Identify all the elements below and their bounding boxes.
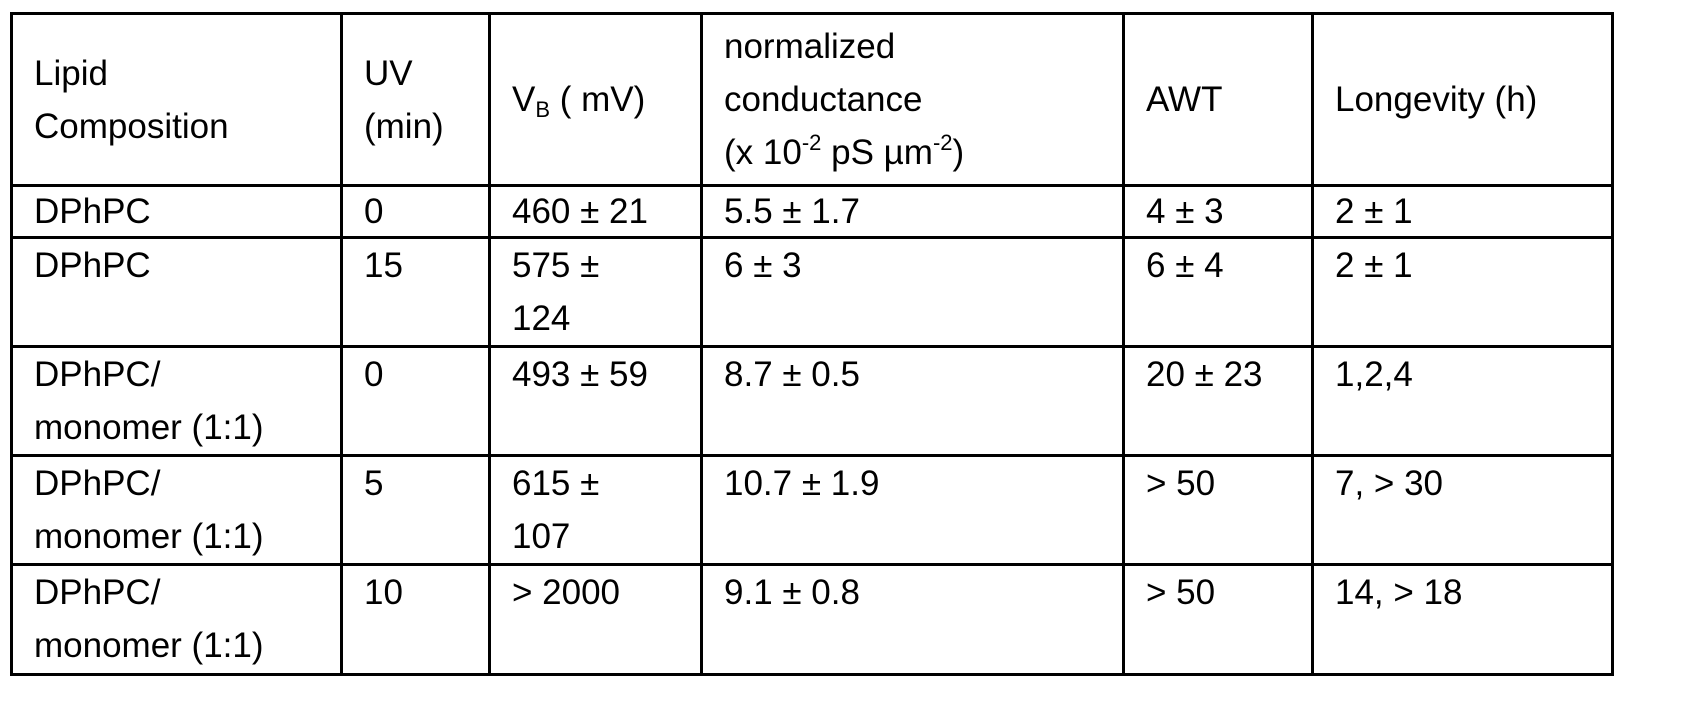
cell-text: 493 ± 59	[512, 348, 700, 401]
cell-text: 107	[512, 510, 700, 563]
header-text: V	[512, 80, 535, 119]
header-text: Composition	[34, 100, 340, 153]
cell-text: 460 ± 21	[512, 187, 700, 236]
header-text: AWT	[1146, 80, 1222, 119]
header-row: Lipid Composition UV (min) VB ( mV) norm…	[12, 14, 1613, 186]
cell-awt: 20 ± 23	[1124, 347, 1313, 456]
cell-text: DPhPC/	[34, 566, 340, 619]
header-text: ( mV)	[550, 80, 645, 119]
cell-lipid: DPhPC/monomer (1:1)	[12, 456, 342, 565]
cell-vb: 493 ± 59	[490, 347, 702, 456]
cell-awt: 6 ± 4	[1124, 238, 1313, 347]
cell-awt: > 50	[1124, 565, 1313, 675]
header-units: (x 10-2 pS µm-2)	[724, 126, 1122, 179]
table-row: DPhPC/monomer (1:1) 5 615 ±107 10.7 ± 1.…	[12, 456, 1613, 565]
cell-text: monomer (1:1)	[34, 619, 340, 672]
header-text: conductance	[724, 73, 1122, 126]
cell-longevity: 14, > 18	[1313, 565, 1613, 675]
header-text: UV	[364, 47, 488, 100]
cell-uv: 15	[342, 238, 490, 347]
cell-awt: 4 ± 3	[1124, 186, 1313, 238]
cell-longevity: 2 ± 1	[1313, 238, 1613, 347]
table-row: DPhPC 15 575 ±124 6 ± 3 6 ± 4 2 ± 1	[12, 238, 1613, 347]
header-superscript: -2	[802, 130, 822, 155]
header-text: normalized	[724, 20, 1122, 73]
header-awt: AWT	[1124, 14, 1313, 186]
cell-lipid: DPhPC/monomer (1:1)	[12, 347, 342, 456]
header-text: (x 10	[724, 133, 802, 172]
cell-text: 124	[512, 292, 700, 345]
cell-lipid: DPhPC/monomer (1:1)	[12, 565, 342, 675]
cell-vb: 460 ± 21	[490, 186, 702, 238]
cell-longevity: 1,2,4	[1313, 347, 1613, 456]
cell-text: 575 ±	[512, 239, 700, 292]
cell-lipid: DPhPC	[12, 238, 342, 347]
cell-conductance: 5.5 ± 1.7	[702, 186, 1124, 238]
cell-conductance: 6 ± 3	[702, 238, 1124, 347]
cell-longevity: 2 ± 1	[1313, 186, 1613, 238]
cell-text: DPhPC/	[34, 348, 340, 401]
cell-longevity: 7, > 30	[1313, 456, 1613, 565]
header-text: Longevity (h)	[1335, 80, 1537, 119]
header-text: Lipid	[34, 47, 340, 100]
table-row: DPhPC/monomer (1:1) 0 493 ± 59 8.7 ± 0.5…	[12, 347, 1613, 456]
cell-uv: 0	[342, 347, 490, 456]
cell-uv: 5	[342, 456, 490, 565]
cell-text: DPhPC	[34, 239, 340, 292]
header-longevity: Longevity (h)	[1313, 14, 1613, 186]
lipid-properties-table: Lipid Composition UV (min) VB ( mV) norm…	[10, 12, 1614, 676]
cell-vb: 615 ±107	[490, 456, 702, 565]
cell-conductance: 8.7 ± 0.5	[702, 347, 1124, 456]
header-subscript: B	[535, 97, 550, 122]
cell-uv: 0	[342, 186, 490, 238]
cell-text: > 2000	[512, 566, 700, 619]
cell-conductance: 9.1 ± 0.8	[702, 565, 1124, 675]
header-text: pS µm	[821, 133, 933, 172]
cell-text: 615 ±	[512, 457, 700, 510]
cell-lipid: DPhPC	[12, 186, 342, 238]
cell-text: DPhPC/	[34, 457, 340, 510]
table-row: DPhPC/monomer (1:1) 10 > 2000 9.1 ± 0.8 …	[12, 565, 1613, 675]
table-row: DPhPC 0 460 ± 21 5.5 ± 1.7 4 ± 3 2 ± 1	[12, 186, 1613, 238]
cell-text: DPhPC	[34, 187, 340, 236]
cell-uv: 10	[342, 565, 490, 675]
header-vb: VB ( mV)	[490, 14, 702, 186]
cell-text: monomer (1:1)	[34, 401, 340, 454]
header-superscript: -2	[933, 130, 953, 155]
cell-vb: > 2000	[490, 565, 702, 675]
cell-conductance: 10.7 ± 1.9	[702, 456, 1124, 565]
cell-vb: 575 ±124	[490, 238, 702, 347]
cell-awt: > 50	[1124, 456, 1313, 565]
header-text: )	[953, 133, 965, 172]
header-uv: UV (min)	[342, 14, 490, 186]
header-normalized-conductance: normalized conductance (x 10-2 pS µm-2)	[702, 14, 1124, 186]
header-text: (min)	[364, 100, 488, 153]
cell-text: monomer (1:1)	[34, 510, 340, 563]
header-lipid-composition: Lipid Composition	[12, 14, 342, 186]
